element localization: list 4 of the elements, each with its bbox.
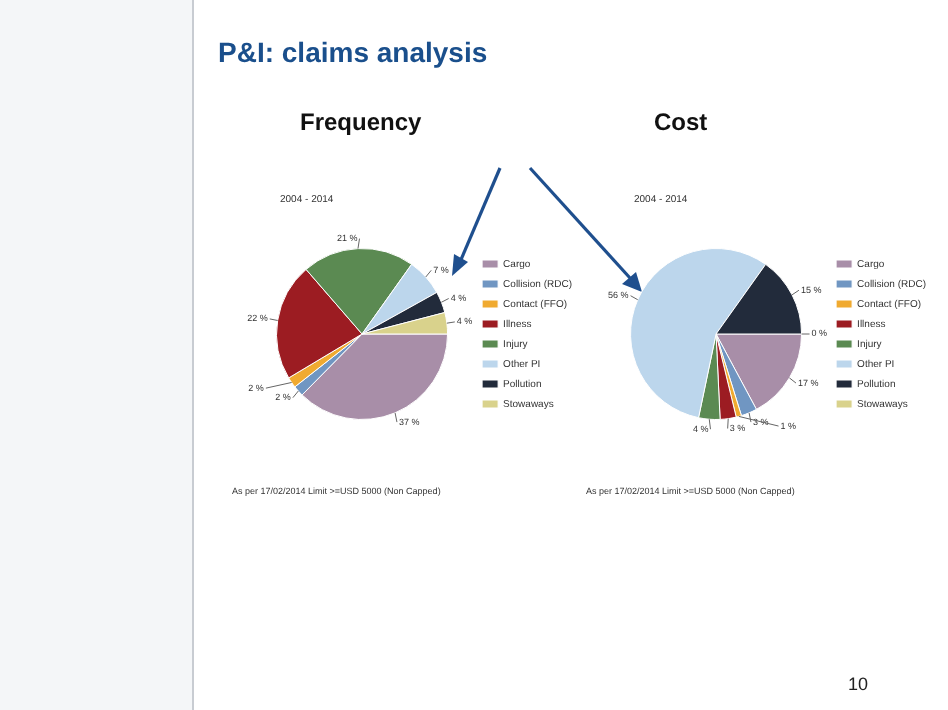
chart-title: Frequency [300, 108, 422, 136]
text: P&I: claims analysis [218, 36, 488, 68]
chart-title: Cost [654, 108, 708, 136]
text: 10 [847, 674, 868, 694]
